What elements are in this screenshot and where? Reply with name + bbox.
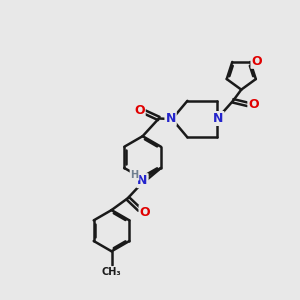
- Text: N: N: [213, 112, 224, 125]
- Text: CH₃: CH₃: [102, 267, 121, 277]
- Text: N: N: [137, 174, 148, 187]
- Text: H: H: [130, 170, 139, 180]
- Text: O: O: [140, 206, 150, 219]
- Text: O: O: [251, 55, 262, 68]
- Text: N: N: [165, 112, 176, 125]
- Text: O: O: [134, 104, 145, 117]
- Text: O: O: [248, 98, 259, 111]
